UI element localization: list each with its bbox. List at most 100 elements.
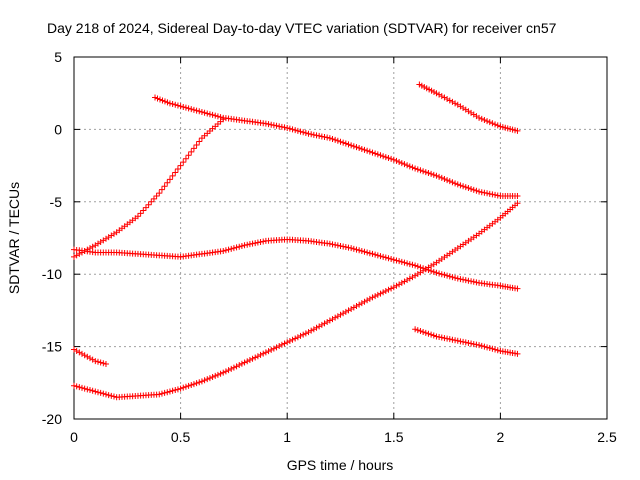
data-point-marker [92,388,99,395]
data-point-marker [473,341,480,348]
series-arc-2 [71,236,521,292]
data-point-marker [97,389,104,396]
data-point-marker [433,90,440,97]
data-point-marker [185,152,192,159]
data-point-marker [342,308,349,315]
data-point-marker [374,151,381,158]
data-point-marker [334,313,341,320]
data-point-marker [230,245,237,252]
data-point-marker [241,359,248,366]
data-point-marker [468,278,475,285]
data-point-marker [193,107,200,114]
data-point-marker [409,164,416,171]
data-point-marker [214,371,221,378]
data-point-marker [476,114,483,121]
data-point-marker [470,186,477,193]
data-point-marker [438,271,445,278]
y-tick-label: 0 [54,121,62,137]
data-point-marker [388,255,395,262]
data-point-marker [514,200,521,207]
data-point-marker [401,161,408,168]
data-point-marker [332,136,339,143]
data-point-marker [102,391,109,398]
data-point-marker [377,152,384,159]
data-point-marker [289,126,296,133]
data-point-marker [348,142,355,149]
data-point-marker [201,377,208,384]
data-point-marker [262,120,269,127]
data-point-marker [382,154,389,161]
data-point-marker [438,174,445,181]
data-point-marker [452,100,459,107]
data-point-marker [324,134,331,141]
data-point-marker [380,153,387,160]
data-point-marker [244,241,251,248]
data-point-marker [201,109,208,116]
data-point-marker [310,326,317,333]
data-point-marker [385,154,392,161]
x-axis: 0 0.5 1 1.5 2 2.5 [70,57,617,445]
data-point-marker [441,335,448,342]
data-point-marker [454,337,461,344]
data-point-marker [414,327,421,334]
data-point-marker [150,195,157,202]
data-point-marker [108,392,115,399]
data-point-marker [318,321,325,328]
data-point-marker [174,102,181,109]
data-point-marker [430,332,437,339]
data-point-marker [514,193,521,200]
data-point-marker [137,210,144,217]
data-point-marker [73,252,80,259]
data-point-marker [196,138,203,145]
data-point-marker [286,125,293,132]
data-point-marker [182,155,189,162]
x-tick-label: 1.5 [384,429,404,445]
data-point-marker [212,372,219,379]
data-point-marker [174,386,181,393]
data-point-marker [361,146,368,153]
data-point-marker [486,345,493,352]
y-tick-label: -5 [50,194,63,210]
data-point-marker [71,346,77,353]
data-point-marker [372,251,379,258]
y-tick-label: -10 [42,266,62,282]
data-point-marker [492,346,499,353]
data-point-marker [356,145,363,152]
data-point-marker [457,276,464,283]
data-point-marker [372,293,379,300]
data-point-marker [97,359,104,366]
data-point-marker [169,101,176,108]
data-point-marker [340,310,347,317]
data-point-marker [390,256,397,263]
data-point-marker [297,128,304,135]
data-point-marker [228,245,235,252]
data-point-marker [292,335,299,342]
data-point-marker [161,183,168,190]
data-point-marker [462,184,469,191]
series-arc-6 [412,326,521,357]
data-point-marker [398,258,405,265]
data-point-marker [356,247,363,254]
data-point-marker [436,334,443,341]
data-point-marker [92,358,99,365]
data-point-marker [212,112,219,119]
data-point-marker [270,122,277,129]
data-point-marker [316,323,323,330]
data-point-marker [377,253,384,260]
data-point-marker [182,383,189,390]
data-point-marker [169,172,176,179]
data-points [71,81,521,401]
data-point-marker [420,328,427,335]
data-point-marker [481,343,488,350]
data-point-marker [374,252,381,259]
data-point-marker [337,242,344,249]
data-point-marker [462,277,469,284]
data-point-marker [396,158,403,165]
data-point-marker [514,350,521,357]
data-point-marker [204,110,211,117]
data-point-marker [249,355,256,362]
data-point-marker [262,349,269,356]
data-point-marker [446,336,453,343]
data-point-marker [454,275,461,282]
data-point-marker [366,295,373,302]
